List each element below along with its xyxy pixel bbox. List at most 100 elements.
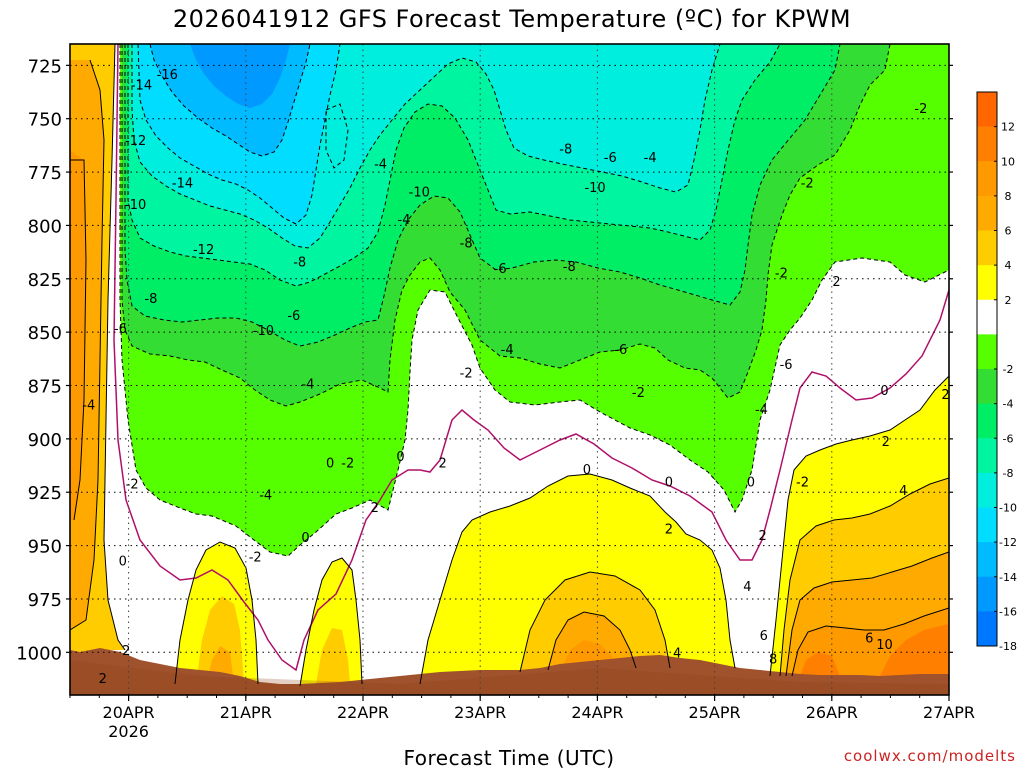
x-tick-label: 27APR — [923, 703, 975, 722]
colorbar-swatch — [977, 334, 997, 370]
contour-label: 0 — [665, 476, 673, 491]
contour-label: -10 — [584, 181, 605, 196]
y-tick-label: 900 — [28, 430, 62, 451]
contour-label: 2 — [941, 388, 949, 403]
band-10-to-12 — [800, 624, 949, 676]
colorbar-swatch — [977, 472, 997, 508]
band-6-to-8 — [206, 552, 949, 684]
contour-label: -6 — [614, 343, 627, 358]
colorbar-label: -8 — [1003, 467, 1014, 480]
band-cold-pocket — [326, 104, 348, 168]
x-axis-title: Forecast Time (UTC) — [403, 746, 614, 768]
colorbar-swatch — [977, 611, 997, 647]
contour-lines — [70, 44, 949, 687]
colorbar-swatch — [977, 438, 997, 474]
contour-label: -6 — [114, 322, 127, 337]
contour-line — [779, 477, 949, 677]
x-tick-sublabel: 2026 — [108, 722, 149, 741]
colorbar-label: 6 — [1005, 225, 1012, 238]
x-tick-label: 23APR — [454, 703, 506, 722]
y-tick-label: 975 — [28, 590, 62, 611]
colorbar-label: -6 — [1003, 432, 1014, 445]
colorbar-label: -18 — [999, 640, 1017, 653]
contour-line — [325, 103, 349, 169]
contour-label: -4 — [259, 488, 272, 503]
plot-area — [70, 44, 949, 695]
y-tick-label: 825 — [28, 270, 62, 291]
contour-labels: 22-14-16-12-10-14-12-8-6-4-20-10-8-6-4-4… — [82, 68, 949, 687]
contour-label: -8 — [144, 292, 157, 307]
contour-label: -4 — [644, 151, 657, 166]
colorbar-label: 4 — [1005, 259, 1012, 272]
contour-label: 0 — [119, 555, 127, 570]
contour-label: -10 — [125, 198, 146, 213]
contour-label: -8 — [559, 143, 572, 158]
colorbar-swatch — [977, 195, 997, 231]
colorbar-label: -4 — [1003, 398, 1014, 411]
y-tick-label: 950 — [28, 537, 62, 558]
y-tick-label: 775 — [28, 163, 62, 184]
contour-label: 2 — [99, 672, 107, 687]
contour-label: -4 — [301, 377, 314, 392]
watermark: coolwx.com/modelts — [844, 747, 1016, 765]
band-8-to-10 — [562, 608, 949, 676]
y-tick-label: 725 — [28, 56, 62, 77]
contour-line — [131, 44, 721, 249]
contour-label: -4 — [755, 403, 768, 418]
contour-label: -2 — [249, 550, 262, 565]
contour-line — [119, 44, 949, 557]
contour-label: -8 — [563, 260, 576, 275]
colorbar-swatch — [977, 576, 997, 612]
contour-label: -10 — [253, 324, 274, 339]
contour-line — [519, 571, 671, 673]
contour-line — [547, 611, 637, 671]
contour-label: 2 — [665, 523, 673, 538]
contour-label: 6 — [865, 631, 873, 646]
contour-label: 0 — [396, 450, 404, 465]
colorbar-label: 2 — [1005, 294, 1012, 307]
x-tick-label: 20APR — [103, 703, 155, 722]
contour-line — [769, 375, 949, 677]
colorbar-swatch — [977, 369, 997, 405]
contour-label: 0 — [326, 456, 334, 471]
x-tick-label: 21APR — [220, 703, 272, 722]
x-tick-label: 25APR — [689, 703, 741, 722]
colorbar-swatch — [977, 403, 997, 439]
colorbar-swatch — [977, 126, 997, 162]
contour-label: 4 — [899, 484, 907, 499]
contour-label: -12 — [193, 243, 214, 258]
contour-line — [137, 44, 341, 225]
contour-label: -4 — [374, 158, 387, 173]
x-tick-label: 26APR — [806, 703, 858, 722]
colorbar-label: 10 — [1001, 155, 1015, 168]
contour-line — [121, 44, 891, 407]
y-tick-label: 800 — [28, 216, 62, 237]
contour-label: -2 — [914, 102, 927, 117]
colorbar-swatch — [977, 265, 997, 301]
contour-label: -4 — [398, 213, 411, 228]
colorbar-swatch — [977, 299, 997, 335]
contour-line — [124, 44, 841, 347]
colorbar-label: -12 — [999, 536, 1017, 549]
contour-label: -12 — [125, 134, 146, 149]
contour-label: -6 — [604, 151, 617, 166]
grid-lines — [70, 44, 949, 695]
contour-label: -4 — [501, 343, 514, 358]
contour-line — [70, 159, 87, 521]
contour-label: 0 — [747, 476, 755, 491]
y-tick-label: 750 — [28, 110, 62, 131]
contour-label: 10 — [876, 638, 893, 653]
contour-label: 0 — [301, 531, 309, 546]
colorbar: 12 10 8 6 4 2 -2 -4 -6 -8 -10 -12 -14 -16 -18 — [976, 91, 1017, 653]
contour-label: 8 — [769, 653, 777, 668]
contour-label: 2 — [832, 275, 840, 290]
contour-line — [174, 541, 259, 685]
y-tick-label: 1000 — [16, 643, 62, 664]
contour-label: 4 — [743, 580, 751, 595]
contour-label: -2 — [126, 478, 139, 493]
contour-label: 2 — [759, 529, 767, 544]
contour-line — [70, 59, 105, 631]
y-tick-label: 925 — [28, 483, 62, 504]
